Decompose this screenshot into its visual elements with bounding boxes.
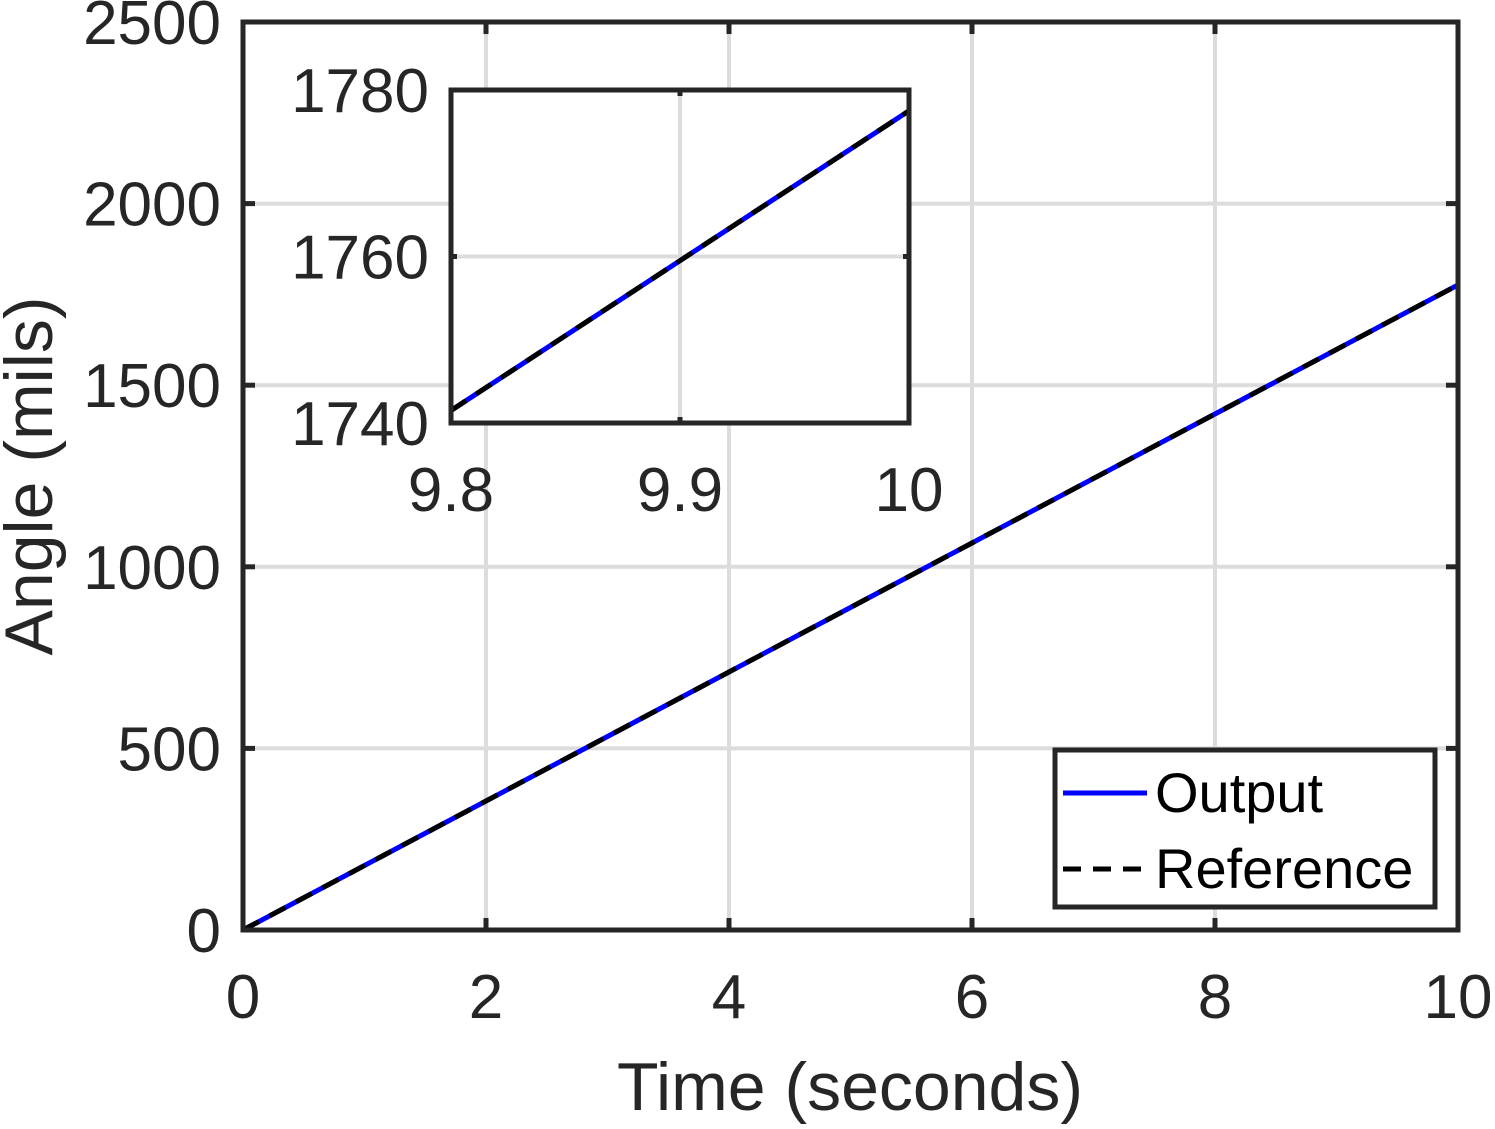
inset-x-tick-label: 9.8 [408, 456, 494, 525]
inset-tick-labels: 9.8 9.9 10 1740 1760 1780 [291, 57, 943, 525]
main-y-tick-label: 2000 [83, 171, 221, 240]
main-x-tick-label: 0 [226, 963, 260, 1032]
main-plot-frame [240, 19, 1461, 933]
inset-plot: 9.8 9.9 10 1740 1760 1780 [291, 57, 943, 525]
inset-y-tick-label: 1780 [291, 57, 429, 126]
main-y-tick-label: 500 [118, 715, 221, 784]
inset-y-tick-label: 1760 [291, 224, 429, 293]
legend: Output Reference [1052, 747, 1438, 910]
legend-box [1052, 747, 1438, 910]
inset-y-tick-label: 1740 [291, 390, 429, 459]
main-x-tick-label: 8 [1198, 963, 1232, 1032]
main-y-tick-label: 2500 [83, 0, 221, 58]
main-series-reference [241, 282, 1460, 933]
main-x-tick-label: 2 [469, 963, 503, 1032]
inset-x-tick-label: 10 [875, 456, 944, 525]
main-y-tick-label: 1500 [83, 352, 221, 421]
legend-label-output: Output [1155, 761, 1324, 824]
main-x-tick-label: 10 [1424, 963, 1493, 1032]
inset-frame [448, 87, 912, 426]
y-axis-label: Angle (mils) [0, 297, 67, 656]
legend-label-reference: Reference [1155, 837, 1413, 900]
main-x-tick-label: 4 [712, 963, 746, 1032]
x-axis-label: Time (seconds) [617, 1049, 1083, 1125]
main-y-tick-label: 1000 [83, 534, 221, 603]
main-tick-labels: 0 2 4 6 8 10 0 500 1000 1500 2000 2500 [83, 0, 1492, 1032]
main-y-tick-label: 0 [187, 897, 221, 966]
main-x-tick-label: 6 [955, 963, 989, 1032]
main-lines [241, 282, 1460, 933]
inset-x-tick-label: 9.9 [637, 456, 723, 525]
inset-lines [449, 108, 911, 413]
inset-series-line-1 [449, 108, 911, 413]
